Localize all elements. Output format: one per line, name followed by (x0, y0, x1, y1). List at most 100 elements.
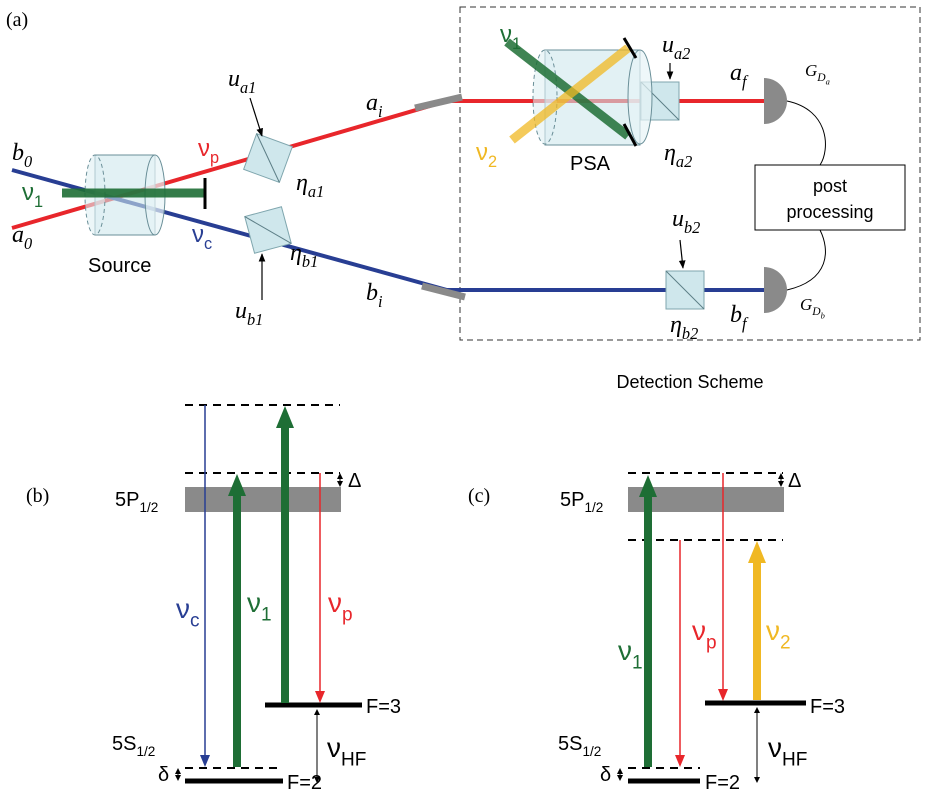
detuning-head (175, 768, 181, 774)
detuning-head (175, 775, 181, 781)
label-base: a (366, 90, 378, 116)
label: F=3 (810, 696, 845, 718)
label: b0 (12, 140, 32, 171)
label-base: b (366, 280, 378, 306)
label: af (730, 60, 749, 91)
label: Detection Scheme (616, 372, 763, 392)
transition-head (748, 541, 766, 563)
panel-label: (b) (26, 485, 49, 507)
splitting-head (754, 777, 760, 783)
detuning-head (617, 775, 623, 781)
label-base: G (800, 295, 812, 314)
label-sub: b1 (302, 252, 318, 271)
label-base: η (670, 312, 682, 338)
label-base: η (296, 170, 308, 196)
label: a0 (12, 222, 32, 253)
psa-end (628, 50, 652, 144)
label-sub: HF (341, 749, 366, 770)
transition-head (276, 406, 294, 428)
transition-head (718, 689, 728, 701)
label: ν2 (476, 139, 497, 171)
label: ν1 (247, 587, 272, 625)
label-sub: 1/2 (139, 500, 158, 515)
label: Source (88, 255, 151, 277)
panel-label: (c) (468, 485, 490, 507)
beam-splitter (666, 271, 704, 309)
label: GDa (805, 61, 830, 87)
label-base: b (730, 302, 742, 328)
label-sub: 1 (512, 35, 521, 53)
label-base: 5S (558, 733, 582, 755)
splitting-head (754, 707, 760, 713)
label: bi (366, 280, 383, 311)
label-base: ν (476, 139, 488, 166)
body: (a)postprocessingb0a0ν1Sourceνpνcua1ηa1u… (0, 0, 926, 797)
label-sub: i (378, 102, 383, 121)
label-sub: 0 (24, 152, 32, 171)
beam-splitter (244, 134, 293, 183)
label-base: u (672, 206, 684, 232)
transition-head (675, 755, 685, 767)
detuning-head (337, 473, 343, 479)
label: νp (328, 587, 353, 625)
detuning-head (778, 473, 784, 479)
excited-band (185, 487, 341, 512)
label: νHF (768, 732, 807, 770)
label-base: 5P (560, 489, 584, 511)
label-base: 5S (112, 733, 136, 755)
transition-head (200, 755, 210, 767)
label: 5P1/2 (115, 489, 158, 515)
label: ν1 (618, 635, 643, 673)
figure: (a)postprocessingb0a0ν1Sourceνpνcua1ηa1u… (0, 0, 926, 797)
label-sub: p (342, 604, 353, 625)
panel-label: (a) (6, 9, 28, 31)
label-sub: 1/2 (582, 744, 601, 759)
label-base: u (235, 298, 247, 324)
label-base: u (662, 32, 674, 58)
label-base: ν (192, 221, 204, 248)
label: ua2 (662, 32, 690, 63)
label-base: G (805, 61, 817, 80)
splitting-head (314, 709, 320, 715)
page: Diagram {"panel_a": { "label": "(a)", "b… (0, 0, 926, 797)
label: 5P1/2 (560, 489, 603, 515)
label: F=3 (366, 696, 401, 718)
label: ua1 (228, 66, 256, 97)
label-sub: p (210, 149, 219, 167)
label-base: ν (500, 21, 512, 48)
label-sub: HF (782, 749, 807, 770)
label-sub: 0 (24, 234, 32, 253)
label: PSA (570, 153, 611, 175)
label: ηa1 (296, 170, 324, 201)
label-sub: b1 (247, 310, 263, 329)
box-text: post (813, 176, 847, 196)
label-sub: c (204, 235, 212, 253)
label: bf (730, 302, 749, 333)
detector (764, 267, 787, 313)
label-sub: a2 (674, 44, 690, 63)
label-base: ν (327, 732, 341, 763)
label-base: η (290, 240, 302, 266)
label: 5S1/2 (112, 733, 155, 759)
detuning-head (337, 481, 343, 487)
label-subsub: a (826, 77, 830, 87)
label-base: b (12, 140, 24, 166)
label-sub: a1 (308, 182, 324, 201)
label-sub: f (742, 72, 749, 91)
pointer (250, 98, 262, 136)
pointer (680, 240, 683, 268)
label-base: a (730, 60, 742, 86)
label: δ (158, 764, 169, 786)
wire (787, 230, 825, 290)
label: ai (366, 90, 383, 121)
label-base: ν (768, 732, 782, 763)
label-base: ν (198, 135, 210, 162)
label-sub: b2 (682, 324, 698, 343)
label-sub: f (742, 314, 749, 333)
label-base: ν (766, 615, 780, 646)
label-sub: 1/2 (584, 500, 603, 515)
label: Δ (348, 470, 361, 492)
label: GDb (800, 295, 825, 321)
label-base: η (664, 140, 676, 166)
label-sub: 1 (34, 193, 43, 211)
